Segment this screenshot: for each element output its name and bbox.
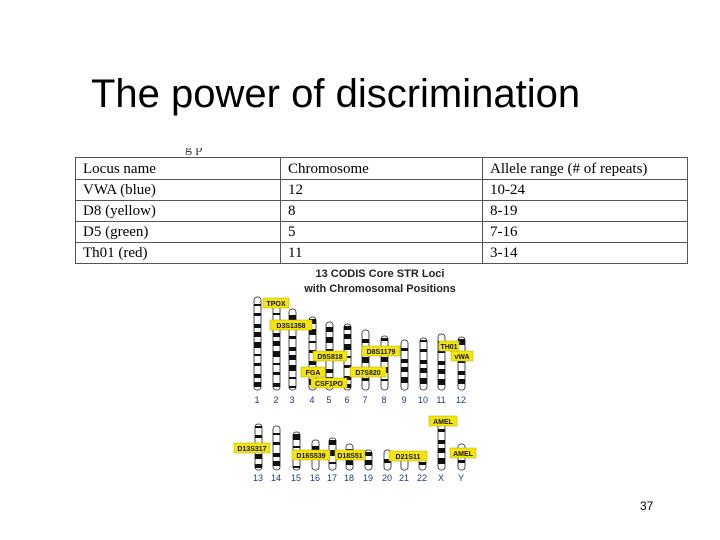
chromosome-6 — [343, 323, 352, 391]
table-row: D8 (yellow) 8 8-19 — [75, 200, 688, 222]
chromosome-number: 2 — [273, 395, 278, 405]
chromosome-9 — [400, 339, 409, 391]
locus-label-text: D18S51 — [337, 453, 362, 460]
locus-label-text: D5S818 — [317, 354, 342, 361]
cropped-caption-text: g p — [185, 148, 203, 156]
ideogram-title-line2: with Chromosomal Positions — [304, 283, 456, 295]
loci-table: Locus name Chromosome Allele range (# of… — [75, 157, 688, 264]
locus-label-d3s1358: D3S1358 — [269, 319, 313, 331]
chromosome-number: 6 — [344, 395, 349, 405]
chromosome-number: 21 — [399, 473, 409, 483]
slide-title: The power of discrimination — [91, 72, 581, 116]
slide-number: 37 — [640, 499, 654, 513]
cell-allele-range: 7-16 — [482, 221, 688, 243]
locus-label-amel: AMEL — [428, 415, 458, 427]
cell-locus: Th01 (red) — [75, 242, 281, 264]
locus-label-text: D16S539 — [296, 453, 325, 460]
chromosome-number: 5 — [326, 395, 331, 405]
locus-label-d5s818: D5S818 — [312, 350, 348, 362]
chromosome-number: Y — [458, 473, 464, 483]
top-row-numbers: 1 2 3 4 5 6 7 8 9 10 11 12 — [254, 395, 466, 405]
chromosome-number: 13 — [253, 473, 263, 483]
locus-label-tpox: TPOX — [262, 297, 290, 309]
chromosome-number: 14 — [271, 473, 281, 483]
chromosome-number: 15 — [291, 473, 301, 483]
locus-label-d7s820: D7S820 — [349, 366, 387, 378]
locus-label-csf1po: CSF1PO — [310, 377, 348, 389]
chromosome-8 — [380, 335, 389, 391]
ideogram-title: 13 CODIS Core STR Loci with Chromosomal … — [240, 267, 520, 297]
chromosome-19 — [364, 449, 373, 471]
locus-label-th01: TH01 — [438, 340, 460, 352]
table-row: Th01 (red) 11 3-14 — [75, 242, 688, 264]
locus-label-amel: AMEL — [449, 447, 477, 459]
locus-label-text: D3S1358 — [276, 323, 305, 330]
locus-label-vwa: vWA — [450, 350, 474, 362]
locus-label-d13s317: D13S317 — [233, 442, 271, 454]
locus-label-text: TH01 — [440, 344, 457, 351]
chromosome-number: 8 — [381, 395, 386, 405]
chromosome-number: 9 — [401, 395, 406, 405]
locus-label-text: CSF1PO — [315, 381, 344, 388]
cell-chromosome: 11 — [280, 242, 483, 264]
chromosome-1 — [253, 296, 262, 391]
cropped-caption: g p — [185, 148, 355, 157]
top-row-chromosomes — [253, 296, 466, 391]
locus-label-text: D8S1179 — [367, 349, 396, 356]
chromosome-number: 22 — [417, 473, 427, 483]
locus-label-d8s1179: D8S1179 — [361, 345, 401, 357]
chromosome-number: 7 — [362, 395, 367, 405]
locus-label-text: FGA — [306, 370, 321, 377]
chromosome-number: 17 — [327, 473, 337, 483]
locus-label-text: D13S317 — [237, 446, 266, 453]
chromosome-number: 11 — [436, 395, 445, 405]
chromosome-number: 1 — [254, 395, 259, 405]
locus-label-text: D21S11 — [396, 454, 421, 461]
chromosome-number: 19 — [363, 473, 373, 483]
chromosome-number: 18 — [344, 473, 354, 483]
bottom-row-numbers: 13 14 15 16 17 18 19 20 21 22 X Y — [253, 473, 464, 483]
locus-label-text: vWA — [454, 354, 469, 361]
locus-label-text: AMEL — [453, 451, 474, 458]
chromosome-number: X — [438, 473, 444, 483]
ideogram-title-line1: 13 CODIS Core STR Loci — [315, 268, 445, 280]
locus-label-d18s51: D18S51 — [334, 449, 366, 461]
chromosome-number: 4 — [309, 395, 314, 405]
locus-label-fga: FGA — [300, 366, 326, 378]
locus-label-text: AMEL — [433, 419, 454, 426]
loci-labels: TPOX D3S1358 D5S818 D8S1179 TH01 vWA FGA D7S820… — [233, 297, 477, 462]
chromosome-number: 20 — [382, 473, 392, 483]
chromosome-number: 16 — [310, 473, 320, 483]
locus-label-d16s539: D16S539 — [291, 449, 331, 461]
locus-label-text: TPOX — [266, 301, 285, 308]
chromosome-number: 3 — [289, 395, 294, 405]
chromosome-13 — [254, 423, 263, 471]
chromosome-7 — [361, 329, 370, 391]
cell-allele-range: 3-14 — [482, 242, 688, 264]
chromosome-number: 12 — [456, 395, 466, 405]
locus-label-text: D7S820 — [355, 370, 380, 377]
chromosome-2 — [272, 298, 281, 391]
chromosome-number: 10 — [418, 395, 428, 405]
locus-label-d21s11: D21S11 — [388, 450, 428, 462]
chromosome-10 — [419, 337, 428, 391]
chromosome-14 — [272, 425, 281, 471]
